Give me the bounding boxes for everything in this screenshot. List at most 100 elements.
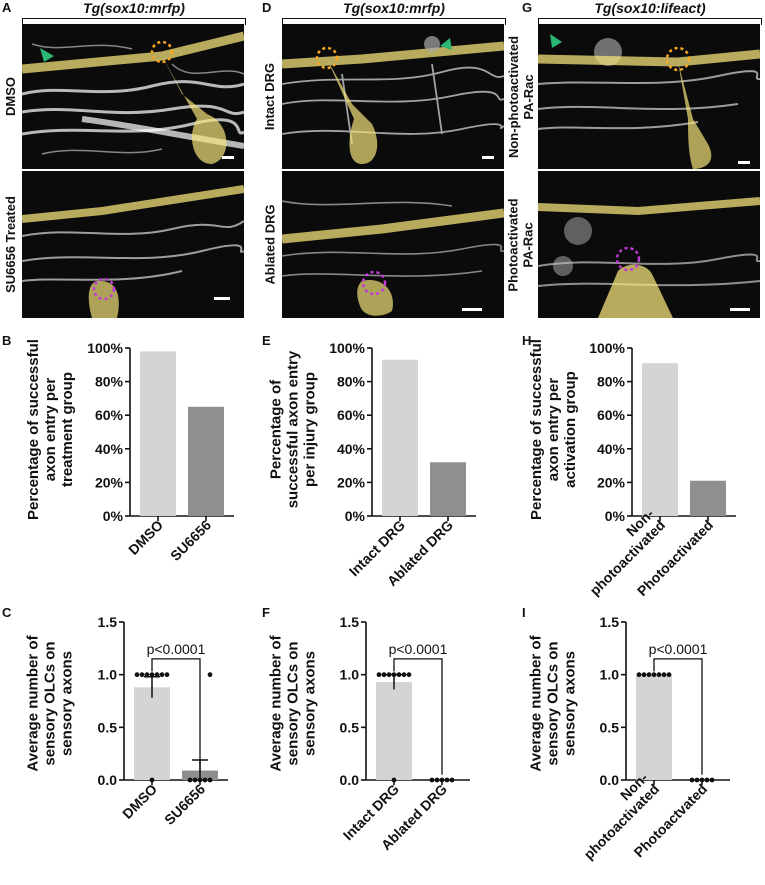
label-su6656-treated: SU6656 Treated (2, 196, 18, 293)
y-tick-label: 20% (337, 474, 366, 490)
ylabel-i: Average number of sensory OLCs on sensory … (527, 634, 579, 772)
micrograph-d-intact (282, 24, 504, 169)
label-photoactivated: Photoactivated PA-Rac (506, 197, 536, 292)
micrograph-a-dmso (22, 24, 244, 169)
data-point (699, 777, 705, 783)
data-point (666, 672, 672, 678)
header-bracket-col2 (282, 18, 506, 25)
data-point (444, 777, 450, 783)
significance-bracket (151, 658, 201, 775)
y-tick-label: 60% (337, 407, 366, 423)
y-tick-label: 20% (597, 474, 626, 490)
data-point (689, 777, 695, 783)
y-tick-label: 40% (95, 441, 124, 457)
data-point (134, 672, 140, 678)
data-point (694, 777, 700, 783)
ylabel-c: Average number of sensory OLCs on sensory … (24, 634, 76, 772)
bar-dmso (140, 351, 176, 516)
bar-intact-drg (376, 682, 412, 780)
y-tick-label: 0% (345, 508, 366, 524)
y-tick-label: 1.5 (98, 614, 118, 630)
data-point (651, 672, 657, 678)
panel-letter-g: G (522, 0, 533, 15)
y-tick-label: 60% (95, 407, 124, 423)
chart-c: 0.0 0.5 1.0 1.5 DMSO SU6656 p<0.0001 (98, 614, 228, 828)
data-point (704, 777, 710, 783)
panel-letter-a: A (2, 0, 12, 15)
y-tick-label: 40% (337, 441, 366, 457)
data-point (386, 672, 392, 678)
y-tick-label: 0.0 (340, 772, 360, 788)
panel-letter-e: E (262, 333, 271, 348)
data-point (391, 672, 397, 678)
header-bracket-col1 (22, 18, 246, 25)
x-tick-label: DMSO (125, 517, 166, 558)
data-point (646, 672, 652, 678)
chart-h: 0%20%40%60%80%100%Non-photoactivatedPhot… (586, 340, 736, 599)
y-tick-label: 0.5 (340, 719, 360, 735)
data-point (434, 777, 440, 783)
x-tick-label: DMSO (119, 781, 160, 822)
data-point (197, 777, 203, 783)
bar-ablated-drg (430, 462, 466, 516)
y-tick-label: 1.0 (340, 667, 360, 683)
data-point (144, 672, 150, 678)
bar-dmso (134, 687, 170, 780)
data-point (159, 672, 165, 678)
data-point (429, 777, 435, 783)
label-dmso: DMSO (2, 77, 18, 116)
data-point (154, 672, 160, 678)
y-tick-label: 40% (597, 441, 626, 457)
bar-non-photoactivated (642, 363, 678, 516)
y-tick-label: 0.0 (600, 772, 620, 788)
data-point (139, 672, 145, 678)
y-tick-label: 1.5 (600, 614, 620, 630)
y-tick-label: 100% (589, 340, 625, 356)
data-point (449, 777, 455, 783)
micrograph-d-ablated (282, 171, 504, 318)
y-tick-label: 60% (597, 407, 626, 423)
chart-b: 0% 20% 40% 60% 80% 100% DMSO SU6656 (87, 340, 234, 564)
y-tick-label: 1.0 (98, 667, 118, 683)
data-point (149, 672, 155, 678)
panel-letter-d: D (262, 0, 272, 15)
data-point (656, 672, 662, 678)
y-tick-label: 100% (87, 340, 123, 356)
chart-i: 0.00.51.01.5Non-photoactivatedPhotoactva… (582, 614, 730, 863)
panel-letter-f: F (262, 605, 270, 620)
data-point (636, 672, 642, 678)
y-tick-label: 0.0 (98, 772, 118, 788)
data-point (439, 777, 445, 783)
x-tick-label: SU6656 (167, 517, 214, 564)
micrograph-a-su6656 (22, 171, 244, 318)
data-point (376, 672, 382, 678)
y-tick-label: 1.0 (600, 667, 620, 683)
bar-non-photoactivated (636, 674, 672, 780)
data-point (187, 777, 193, 783)
micrograph-g-non-photoactivated (538, 24, 760, 169)
y-tick-label: 0% (103, 508, 124, 524)
micrograph-g-photoactivated (538, 171, 760, 318)
bar-su6656 (188, 406, 224, 516)
p-value-label: p<0.0001 (389, 641, 448, 657)
data-point (202, 777, 208, 783)
panel-letter-c: C (2, 605, 12, 620)
label-ablated-drg: Ablated DRG (262, 204, 278, 285)
data-point (406, 672, 412, 678)
data-point (164, 672, 170, 678)
label-intact-drg: Intact DRG (262, 62, 278, 131)
panel-letter-h: H (522, 333, 532, 348)
y-tick-label: 1.5 (340, 614, 360, 630)
data-point (661, 672, 667, 678)
data-point (149, 777, 155, 783)
label-non-photoactivated: Non-photoactivated PA-Rac (506, 35, 536, 158)
y-tick-label: 0.5 (600, 719, 620, 735)
data-point (401, 672, 407, 678)
y-tick-label: 100% (329, 340, 365, 356)
data-point (207, 777, 213, 783)
bar-photoactivated (690, 480, 726, 516)
data-point (391, 777, 397, 783)
x-tick-label: SU6656 (161, 781, 208, 828)
